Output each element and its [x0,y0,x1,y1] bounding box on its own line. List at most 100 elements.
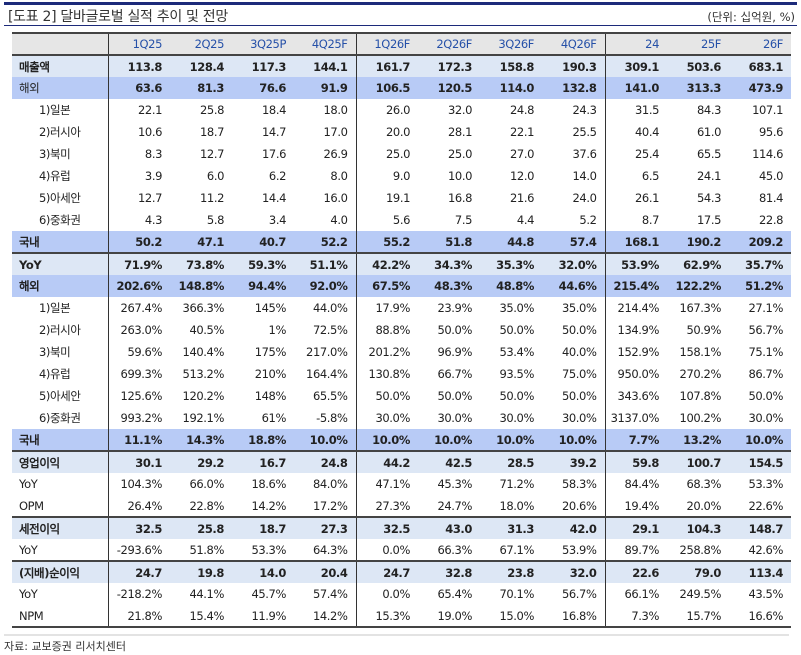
table-row: 매출액 113.8 128.4 117.3 144.1 161.7 172.3 158.8 19… [12,55,791,77]
cell-value: 32.5 [108,517,170,539]
cell-value: 26.0 [385,103,410,117]
cell-value: 12.0 [509,169,534,183]
cell-value: 27.3 [294,517,357,539]
cell-value: 24.1 [696,169,721,183]
cell-value: 17.9% [375,301,410,315]
cell-value: 17.6 [261,147,286,161]
cell-value: 50.9% [686,323,721,337]
cell-value: 12.7 [137,191,162,205]
cell-value: 343.6% [617,389,660,403]
cell-value: 10.6 [137,125,162,139]
cell-value: 683.1 [729,55,791,77]
cell-value: 59.6% [127,345,162,359]
cell-value: -5.8% [294,407,357,429]
cell-value: 62.9% [667,253,729,275]
row-label: 해외 [12,275,109,297]
cell-value: 72.5% [294,319,357,341]
cell-value: 100.2% [679,411,722,425]
cell-value: 120.2% [182,389,225,403]
cell-value: 14.2% [232,495,294,518]
cell-value: 50.0% [375,389,410,403]
table-row: NPM 21.8% 15.4% 11.9% 14.2% 15.3% 19.0% 15.0% 16… [12,605,791,628]
cell-value: 64.3% [294,539,357,562]
cell-value: 25.5 [542,121,606,143]
cell-value: 68.3% [686,477,721,491]
cell-value: 26.1 [634,191,659,205]
column-header: 26F [729,32,791,56]
cell-value: 43.0 [418,517,480,539]
cell-value: 309.1 [605,55,667,77]
table-row: YoY 104.3% 66.0% 18.6% 84.0% 47.1% 45.3% 71.2% 5… [12,473,791,495]
cell-value: 27.1% [748,301,783,315]
cell-value: 24.7% [418,495,480,518]
table-row: 6)중화권 4.3 5.8 3.4 4.0 5.6 7.5 4.4 5.2 8.7 17.5 22.8 [12,209,791,231]
cell-value: 47.1% [375,477,410,491]
cell-value: 114.0 [480,77,542,99]
cell-value: 65.5 [696,147,721,161]
cell-value: 9.0 [392,169,410,183]
cell-value: 32.5 [356,517,418,539]
cell-value: 15.0% [480,605,542,628]
cell-value: 11.2 [199,191,224,205]
cell-value: 67.5% [356,275,418,297]
table-row: YoY -293.6% 51.8% 53.3% 64.3% 0.0% 66.3% 67.1% 5… [12,539,791,562]
cell-value: 1% [268,323,287,337]
cell-value: 10.0% [294,429,357,452]
cell-value: 66.0% [189,477,224,491]
source-note: 자료: 교보증권 리서치센터 [4,640,127,653]
cell-value: 42.0 [542,517,606,539]
table-row: 3)북미 59.6% 140.4% 175% 217.0% 201.2% 96.9% 53.4… [12,341,791,363]
cell-value: 24.0 [542,187,606,209]
cell-value: 25.4 [634,147,659,161]
column-header: 25F [667,32,729,56]
cell-value: 4.4 [516,213,534,227]
cell-value: 66.3% [418,539,480,562]
cell-value: 26.9 [294,143,357,165]
cell-value: 28.5 [480,451,542,473]
cell-value: 50.0% [499,389,534,403]
cell-value: 22.8% [170,495,232,518]
cell-value: 8.7 [641,213,659,227]
cell-value: 53.9% [605,253,667,275]
cell-value: 10.0% [356,429,418,452]
cell-value: 18.6% [251,477,286,491]
cell-value: 113.4 [729,561,791,583]
unit-label: (단위: 십억원, %) [707,10,795,24]
cell-value: 95.6 [758,125,783,139]
cell-value: 6.5 [641,169,659,183]
cell-value: 81.4 [758,191,783,205]
cell-value: 35.7% [729,253,791,275]
cell-value: 190.3 [542,55,606,77]
cell-value: 50.0% [542,319,606,341]
cell-value: 24.8 [509,103,534,117]
cell-value: 209.2 [729,231,791,254]
table-title: [도표 2] 달바글로벌 실적 추이 및 전망 [8,9,228,25]
cell-value: 40.5% [189,323,224,337]
earnings-table: 1Q25 2Q25 3Q25P 4Q25F 1Q26F 2Q26F 3Q26F 4Q26F 24… [12,32,791,628]
cell-value: 24.8 [294,451,357,473]
header-label-cell [12,32,109,56]
cell-value: 84.0% [294,473,357,495]
cell-value: 73.8% [170,253,232,275]
cell-value: 10.0% [729,429,791,452]
cell-value: 161.7 [356,55,418,77]
cell-value: 14.0 [542,165,606,187]
cell-value: 106.5 [356,77,418,99]
cell-value: 6.2 [268,169,286,183]
cell-value: 25.8 [170,517,232,539]
cell-value: 104.3 [667,517,729,539]
cell-value: 40.7 [232,231,294,254]
cell-value: 55.2 [356,231,418,254]
cell-value: 57.4 [542,231,606,254]
cell-value: 104.3% [120,477,163,491]
cell-value: 267.4% [120,301,163,315]
cell-value: 32.0% [542,253,606,275]
column-header: 4Q25F [294,32,357,56]
cell-value: 57.4% [294,583,357,605]
cell-value: 20.6% [542,495,606,518]
cell-value: 19.8 [170,561,232,583]
cell-value: 91.9 [294,77,357,99]
cell-value: 10.0% [418,429,480,452]
cell-value: 8.3 [144,147,162,161]
cell-value: 96.9% [437,345,472,359]
